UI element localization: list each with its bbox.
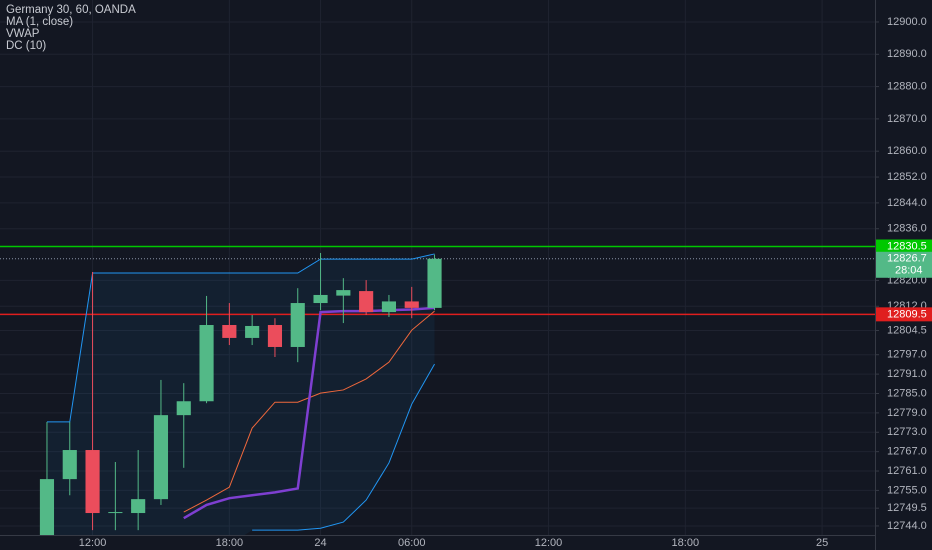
y-tick-label: 12844.0 [887, 197, 927, 209]
y-tick-label: 12870.0 [887, 113, 927, 125]
y-tick-label: 12804.5 [887, 324, 927, 336]
legend-entry: MA (1, close) [6, 16, 73, 28]
last-price-label: 12826.7 [887, 253, 927, 265]
candle-body [267, 325, 283, 347]
candle-body [153, 415, 169, 500]
indicator-line [46, 253, 435, 423]
candle-body [39, 479, 55, 535]
x-tick-label: 12:00 [535, 537, 563, 549]
candle-body [290, 303, 305, 347]
price-label: 12830.5 [887, 240, 927, 252]
candle-body [62, 450, 77, 480]
y-tick-label: 12860.0 [887, 145, 927, 157]
candle-body [336, 290, 351, 296]
y-tick-label: 12773.0 [887, 426, 927, 438]
y-tick-label: 12779.0 [887, 407, 927, 419]
x-tick-label: 18:00 [216, 537, 244, 549]
plot-area [0, 245, 875, 535]
y-tick-label: 12836.0 [887, 223, 927, 235]
legend: Germany 30, 60, OANDA MA (1, close) VWAP… [6, 4, 136, 52]
candle-body [108, 512, 123, 514]
legend-entry: DC (10) [6, 40, 46, 52]
price-label: 12809.5 [887, 308, 927, 320]
price-label-bg [876, 239, 932, 254]
y-tick-label: 12755.0 [887, 484, 927, 496]
y-tick-label: 12785.0 [887, 387, 927, 399]
candle-body [222, 325, 237, 338]
y-tick-label: 12797.0 [887, 349, 927, 361]
candle-body [359, 291, 374, 313]
x-tick-label: 25 [816, 537, 828, 549]
y-tick-label: 12890.0 [887, 48, 927, 60]
candle-body [313, 294, 328, 304]
indicator-line [252, 363, 435, 531]
candle-body [199, 325, 214, 402]
price-label-bg [876, 307, 932, 322]
legend-entry: VWAP [6, 28, 40, 40]
candle-body [381, 301, 397, 313]
y-tick-label: 12761.0 [887, 465, 927, 477]
x-tick-label: 24 [314, 537, 326, 549]
y-tick-label: 12744.0 [887, 520, 927, 532]
last-price-bg [876, 251, 932, 278]
y-tick-label: 12900.0 [887, 16, 927, 28]
y-tick-label: 12749.5 [887, 502, 927, 514]
x-tick-label: 12:00 [79, 537, 107, 549]
x-tick-label: 18:00 [672, 537, 700, 549]
candle-body [85, 450, 100, 514]
candle-body [131, 499, 146, 514]
y-tick-label: 12880.0 [887, 80, 927, 92]
countdown: 28:04 [895, 265, 923, 277]
candle-body [404, 301, 419, 308]
band-fill [46, 253, 435, 535]
candle-body [245, 325, 260, 338]
y-tick-label: 12791.0 [887, 368, 927, 380]
y-tick-label: 12852.0 [887, 171, 927, 183]
chart-title: Germany 30, 60, OANDA [6, 4, 136, 16]
y-tick-label: 12767.0 [887, 446, 927, 458]
candle-body [176, 401, 191, 416]
axes: 12900.0 12890.0 12880.0 12870.0 12860.0 12852… [79, 16, 932, 549]
candle-body [427, 258, 442, 308]
x-tick-label: 06:00 [398, 537, 426, 549]
